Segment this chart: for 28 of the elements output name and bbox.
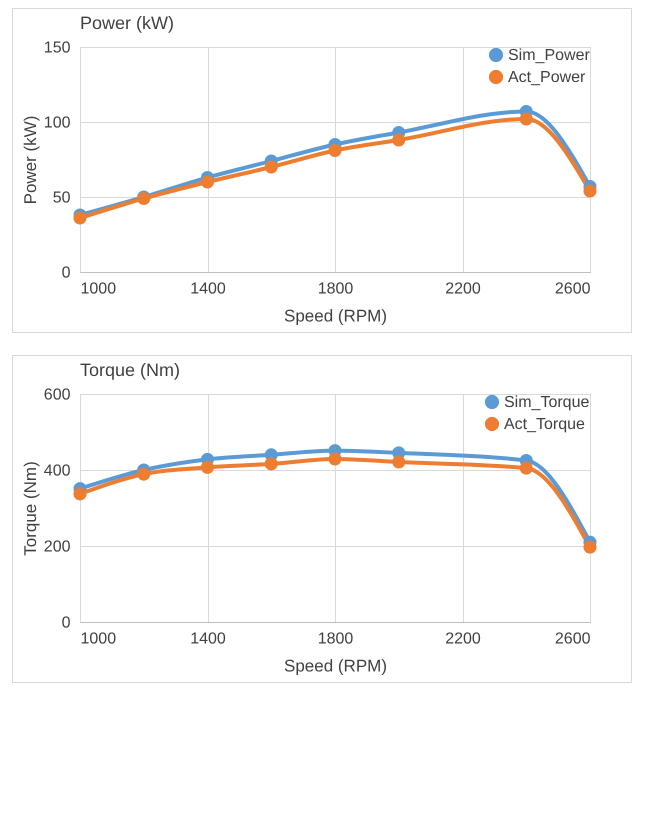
y-tick-label: 100 <box>44 114 71 132</box>
x-tick-label: 1400 <box>190 630 226 648</box>
y-axis-title: Torque (Nm) <box>20 461 40 556</box>
x-tick-label: 2200 <box>445 280 481 298</box>
x-tick-label: 1800 <box>318 630 354 648</box>
y-tick-label: 150 <box>44 40 71 56</box>
x-tick-label: 2600 <box>554 280 591 298</box>
x-axis-title: Speed (RPM) <box>284 306 387 326</box>
y-tick-label: 200 <box>44 538 71 556</box>
legend-label: Sim_Power <box>508 47 590 64</box>
y-axis-title: Power (kW) <box>20 116 40 204</box>
chart-title: Torque (Nm) <box>80 360 180 380</box>
y-tick-label: 50 <box>52 190 71 206</box>
legend-label: Act_Torque <box>504 416 586 433</box>
y-tick-label: 0 <box>62 614 71 632</box>
x-tick-label: 1800 <box>318 280 354 298</box>
x-tick-label: 1000 <box>80 630 116 648</box>
legend-label: Sim_Torque <box>504 394 590 411</box>
y-tick-label: 600 <box>44 386 71 404</box>
x-axis-title: Speed (RPM) <box>284 656 387 676</box>
y-tick-label: 0 <box>62 264 71 282</box>
chart-title: Power (kW) <box>80 13 174 33</box>
x-tick-label: 1000 <box>80 280 116 298</box>
x-tick-label: 2600 <box>554 630 591 648</box>
x-tick-label: 1400 <box>190 280 226 298</box>
y-tick-label: 400 <box>44 462 71 480</box>
x-tick-label: 2200 <box>445 630 481 648</box>
legend-label: Act_Power <box>508 69 586 86</box>
